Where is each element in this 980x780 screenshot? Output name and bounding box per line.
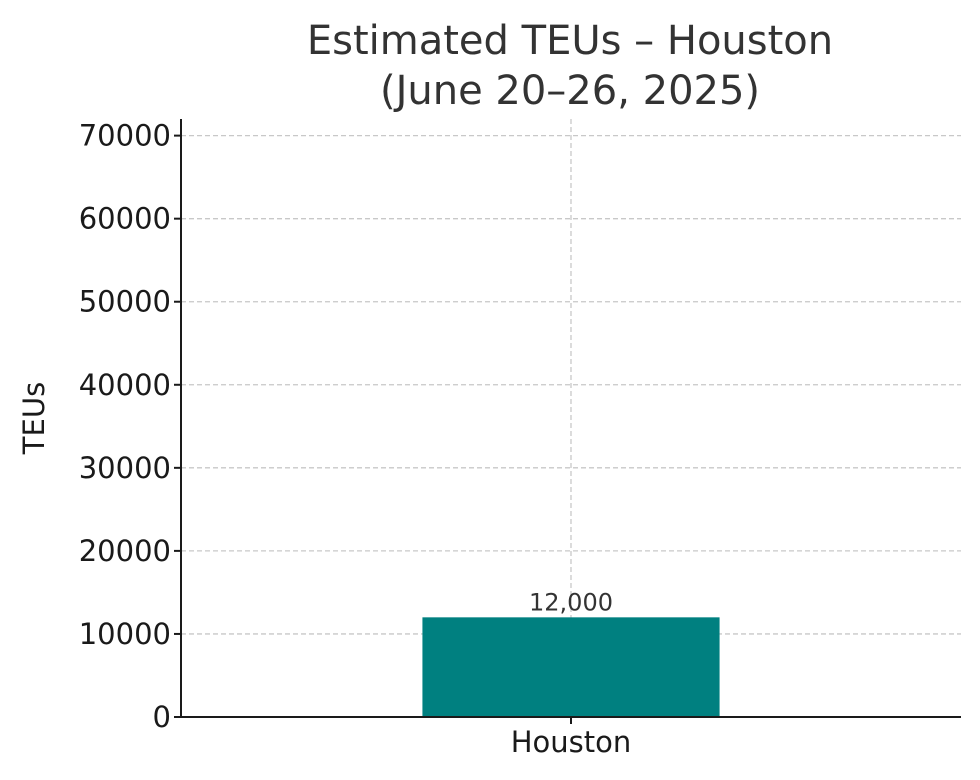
y-tick-label: 10000 (79, 617, 171, 651)
y-tick-label: 30000 (79, 451, 171, 485)
bars: 12,000 (422, 588, 720, 717)
chart-title-line-1: Estimated TEUs – Houston (307, 18, 833, 64)
y-tick-label: 40000 (79, 368, 171, 402)
bar (422, 617, 720, 717)
y-tick-label: 50000 (79, 285, 171, 319)
chart-title-line-2: (June 20–26, 2025) (380, 68, 760, 114)
y-tick-label: 60000 (79, 202, 171, 236)
y-axis-label: TEUs (17, 382, 51, 455)
y-tick-label: 20000 (79, 534, 171, 568)
x-tick-label: Houston (511, 725, 632, 759)
y-tick-label: 70000 (79, 119, 171, 153)
bar-value-label: 12,000 (529, 588, 613, 616)
y-tick-label: 0 (153, 700, 171, 734)
ticks: 0 10000 20000 30000 40000 50000 60000 70000 Hous… (79, 119, 632, 759)
